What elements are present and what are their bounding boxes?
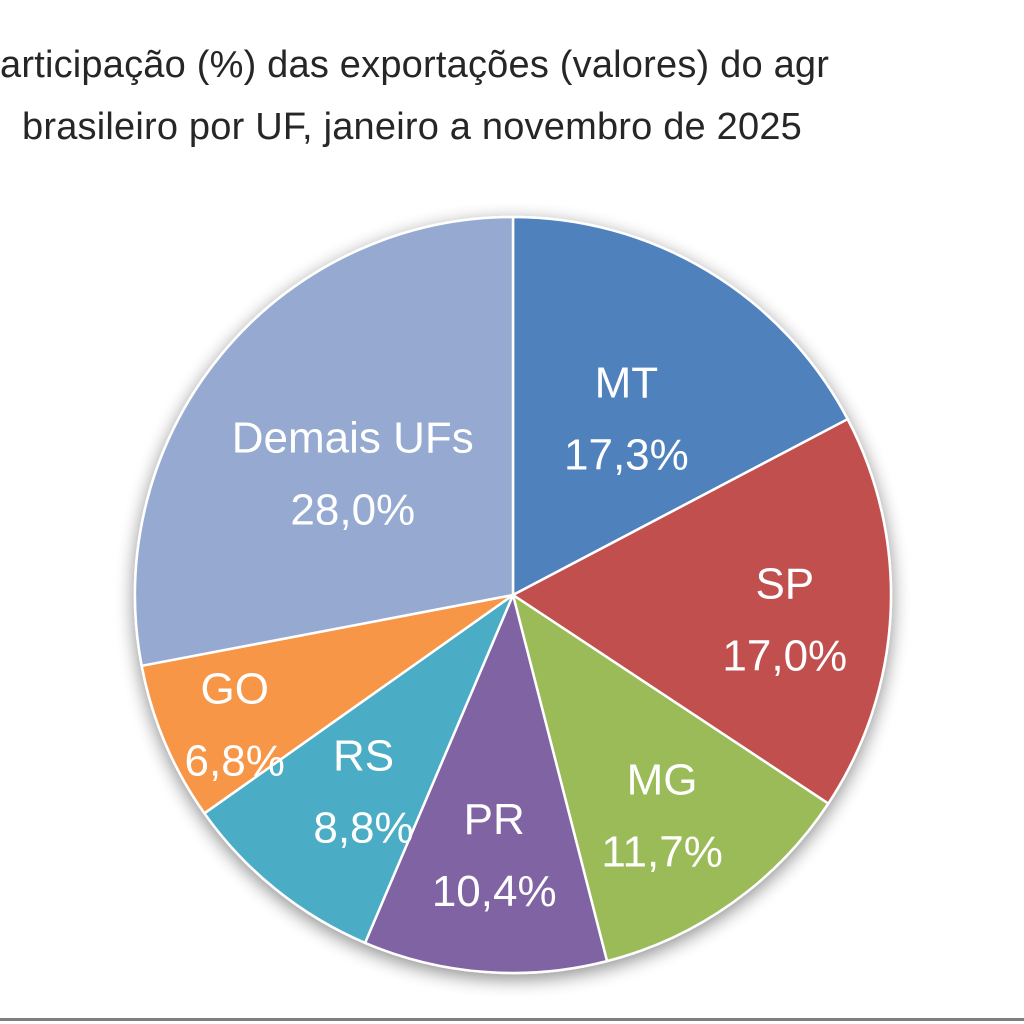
pie-slice-rs [203, 593, 515, 945]
pie-label-demais-ufs: Demais UFs 28,0% [232, 414, 474, 535]
bottom-divider [0, 1018, 1024, 1021]
pie-label-category: MG [627, 755, 698, 804]
pie-label-value: 11,7% [601, 827, 723, 876]
pie-label-value: 8,8% [313, 803, 413, 852]
pie-label-value: 28,0% [290, 486, 415, 535]
pie-labels: MT 17,3% SP 17,0% MG 11,7% PR 10,4% RS 8,8% GO 6,8%… [185, 358, 848, 915]
pie-label-sp: SP 17,0% [722, 560, 847, 681]
pie-label-category: SP [755, 560, 814, 609]
pie-label-category: MT [595, 358, 659, 407]
pie-label-value: 6,8% [185, 736, 285, 785]
pie-slice-sp [511, 417, 893, 805]
pie-label-mg: MG 11,7% [601, 755, 723, 876]
pie-label-category: RS [333, 731, 394, 780]
pie-slices [133, 215, 893, 975]
chart-title-line-2: brasileiro por UF, janeiro a novembro de… [22, 106, 802, 148]
pie-label-category: Demais UFs [232, 414, 474, 463]
pie-label-value: 10,4% [432, 867, 557, 916]
pie-label-mt: MT 17,3% [564, 358, 689, 479]
pie-label-value: 17,0% [722, 632, 847, 681]
pie-slice-mg [511, 593, 830, 963]
pie-slice-go [140, 593, 515, 815]
pie-slice-mt [511, 215, 849, 597]
pie-label-value: 17,3% [564, 430, 689, 479]
chart-title-line-1: articipação (%) das exportações (valores… [0, 44, 830, 86]
pie-label-category: PR [464, 795, 525, 844]
pie-label-go: GO 6,8% [185, 664, 285, 785]
pie-label-category: GO [200, 664, 268, 713]
pie-slice-pr [363, 593, 609, 975]
pie-label-rs: RS 8,8% [313, 731, 413, 852]
pie-slice-demais-ufs [133, 215, 515, 668]
pie-label-pr: PR 10,4% [432, 795, 557, 916]
